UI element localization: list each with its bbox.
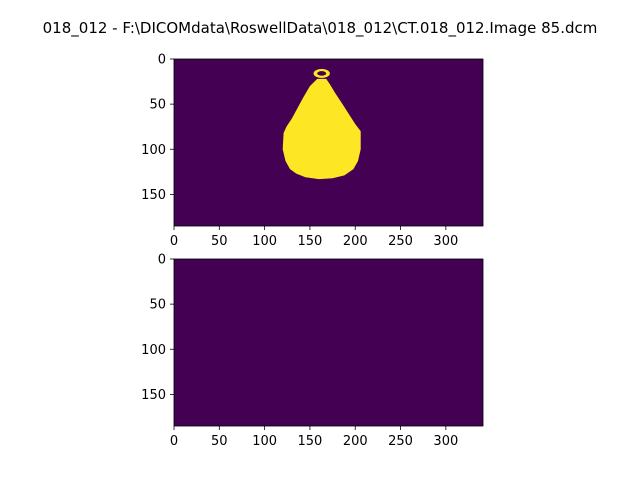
y-tick-label: 150: [141, 388, 166, 403]
y-tick-label: 100: [141, 143, 166, 158]
x-tick-label: 0: [170, 234, 178, 249]
mask-ring-hole: [317, 71, 327, 76]
y-tick-label: 50: [149, 298, 166, 313]
x-tick-label: 50: [211, 434, 228, 449]
x-tick-label: 250: [388, 434, 413, 449]
axes-frame: [173, 58, 484, 227]
axes-frame: [173, 258, 484, 427]
x-tick-label: 300: [433, 234, 458, 249]
x-tick-label: 100: [252, 234, 277, 249]
x-tick-label: 300: [433, 434, 458, 449]
y-tick-label: 0: [158, 253, 166, 268]
x-tick-label: 200: [343, 234, 368, 249]
y-tick-label: 0: [158, 53, 166, 68]
mask-region: [282, 78, 361, 180]
image-background: [174, 259, 483, 426]
x-tick-label: 250: [388, 234, 413, 249]
y-tick-label: 50: [149, 98, 166, 113]
x-tick-label: 0: [170, 434, 178, 449]
x-tick-label: 200: [343, 434, 368, 449]
figure-title: 018_012 - F:\DICOMdata\RoswellData\018_0…: [42, 19, 598, 37]
bottom-image-plot: 0 50 100 150 200 250 300 0 50 100 150: [141, 253, 484, 449]
x-tick-label: 150: [298, 234, 323, 249]
top-image-plot: 0 50 100 150 200 250 300 0 50 100 150: [141, 53, 484, 249]
x-tick-label: 100: [252, 434, 277, 449]
y-tick-label: 150: [141, 188, 166, 203]
x-tick-label: 150: [298, 434, 323, 449]
y-tick-label: 100: [141, 343, 166, 358]
x-tick-label: 50: [211, 234, 228, 249]
